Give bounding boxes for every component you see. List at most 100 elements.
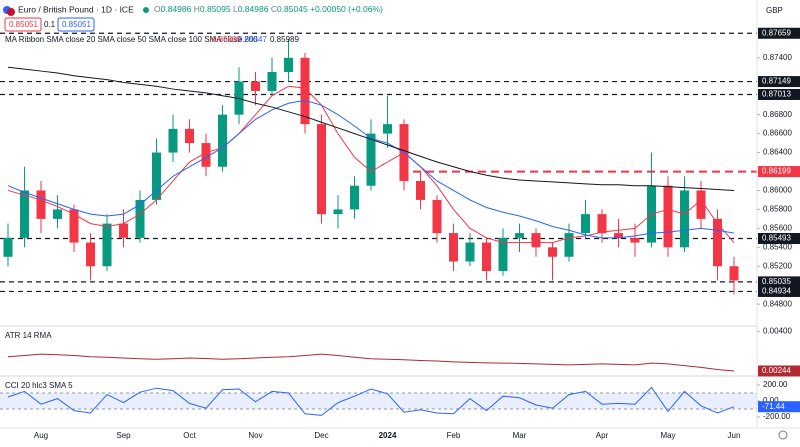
candle-body <box>515 233 524 238</box>
candle-body <box>729 266 739 281</box>
candle-body <box>119 223 128 238</box>
candle-body <box>69 209 79 243</box>
buy-button[interactable] <box>57 17 95 32</box>
candle-body <box>267 72 277 91</box>
y-tick-label: 200.00 <box>763 380 788 389</box>
y-tick-label: 0.86600 <box>763 129 792 138</box>
ohlc-label: O <box>154 4 161 14</box>
ohlc-value: 0.84986 <box>161 4 192 14</box>
sell-button[interactable] <box>4 17 42 32</box>
axis-labels: 0.87400 0.86800 0.86600 0.86400 0.86000 0.858… <box>34 27 800 440</box>
ma-line <box>7 85 735 244</box>
atr-tag <box>758 365 800 377</box>
x-tick-label: 2024 <box>379 431 397 440</box>
ohlc-label: L <box>233 4 238 14</box>
candle-body <box>333 209 343 215</box>
candle-body <box>3 237 13 257</box>
level-label: 0.84934 <box>762 287 791 296</box>
ma-value: 0.85339 <box>212 35 241 44</box>
ohlc-label: H <box>194 4 200 14</box>
ohlc-value: 0.85045 <box>277 4 308 14</box>
candle-body <box>102 223 112 267</box>
level-label: 0.87659 <box>762 28 791 37</box>
candle-body <box>581 214 590 234</box>
ma-label: MA Ribbon SMA close 20 SMA close 50 SMA … <box>5 35 258 44</box>
x-tick-label: Nov <box>248 431 262 440</box>
settings-icon[interactable] <box>778 430 788 440</box>
candle-body <box>350 185 359 210</box>
candle-body <box>135 199 145 238</box>
candle-body <box>218 114 227 167</box>
level-label: 0.87149 <box>762 77 791 86</box>
level-tag <box>758 88 800 100</box>
spread: 0.1 <box>44 20 56 29</box>
cci-tag <box>758 401 800 413</box>
cci-band <box>0 393 757 409</box>
y-tick-label: 0.86000 <box>763 186 792 195</box>
candle-body <box>251 81 260 91</box>
y-tick-label: -200.00 <box>763 412 791 421</box>
level-tag <box>758 285 800 297</box>
x-tick-label: Dec <box>314 431 328 440</box>
candle-body <box>696 190 706 219</box>
candle-body <box>680 190 689 248</box>
x-tick-label: Mar <box>513 431 527 440</box>
candle-body <box>614 233 623 238</box>
ohlc-value: 0.85095 <box>200 4 231 14</box>
level-tag <box>758 276 800 288</box>
level-tag <box>758 166 800 178</box>
cci-last: -71.44 <box>762 402 785 411</box>
candle-body <box>498 237 508 271</box>
ohlc-change: +0.00050 (+0.06%) <box>310 4 383 14</box>
y-tick-label: 0.85800 <box>763 205 792 214</box>
level-tag <box>758 76 800 88</box>
level-label: 0.86199 <box>762 167 791 176</box>
x-tick-label: Jun <box>728 431 741 440</box>
ohlc-label: C <box>271 4 277 14</box>
buy-price[interactable]: 0.85051 <box>62 20 91 29</box>
candle-body <box>20 190 29 238</box>
candle-body <box>432 199 442 234</box>
x-tick-label: May <box>660 431 675 440</box>
y-tick-label: 0.85600 <box>763 223 792 232</box>
y-tick-label: 0.86800 <box>763 110 792 119</box>
candle-body <box>201 143 211 167</box>
currency[interactable]: GBP <box>766 6 783 15</box>
y-tick-label: 0.00 <box>763 396 779 405</box>
sell-price[interactable]: 0.85051 <box>9 20 38 29</box>
symbol-title: Euro / British Pound · 1D · ICE <box>18 4 134 14</box>
y-tick-label: 0.85200 <box>763 261 792 270</box>
x-tick-label: Apr <box>596 431 609 440</box>
atr-line <box>7 353 735 372</box>
candle-body <box>284 57 293 73</box>
flag-icon <box>7 8 15 16</box>
candle-body <box>597 214 607 234</box>
ma-value: 0.85547 <box>238 35 267 44</box>
x-tick-label: Aug <box>34 431 48 440</box>
candle-body <box>630 237 640 243</box>
y-tick-label: 0.87400 <box>763 53 792 62</box>
y-tick-label: 0.86400 <box>763 148 792 157</box>
y-tick-label: 0.85400 <box>763 242 792 251</box>
candle-body <box>465 242 475 262</box>
candle-body <box>663 185 673 248</box>
candle-body <box>86 242 95 267</box>
level-tag <box>758 27 800 39</box>
candle-body <box>548 247 557 257</box>
candle-body <box>366 133 376 186</box>
cci-line <box>7 386 735 416</box>
level-label: 0.85035 <box>762 277 791 286</box>
cci-label: CCI 20 hlc3 SMA 5 <box>5 381 73 390</box>
atr-label: ATR 14 RMA <box>5 331 52 340</box>
x-tick-label: Oct <box>183 431 196 440</box>
candle-body <box>416 180 425 200</box>
candle-body <box>36 190 46 219</box>
candle-body <box>152 152 161 200</box>
atr-last: 0.00244 <box>762 366 791 375</box>
candle-body <box>300 57 310 125</box>
level-label: 0.85493 <box>762 234 791 243</box>
y-tick-label: 0.84800 <box>763 299 792 308</box>
candle-body <box>317 124 326 215</box>
candle-body <box>482 242 491 271</box>
